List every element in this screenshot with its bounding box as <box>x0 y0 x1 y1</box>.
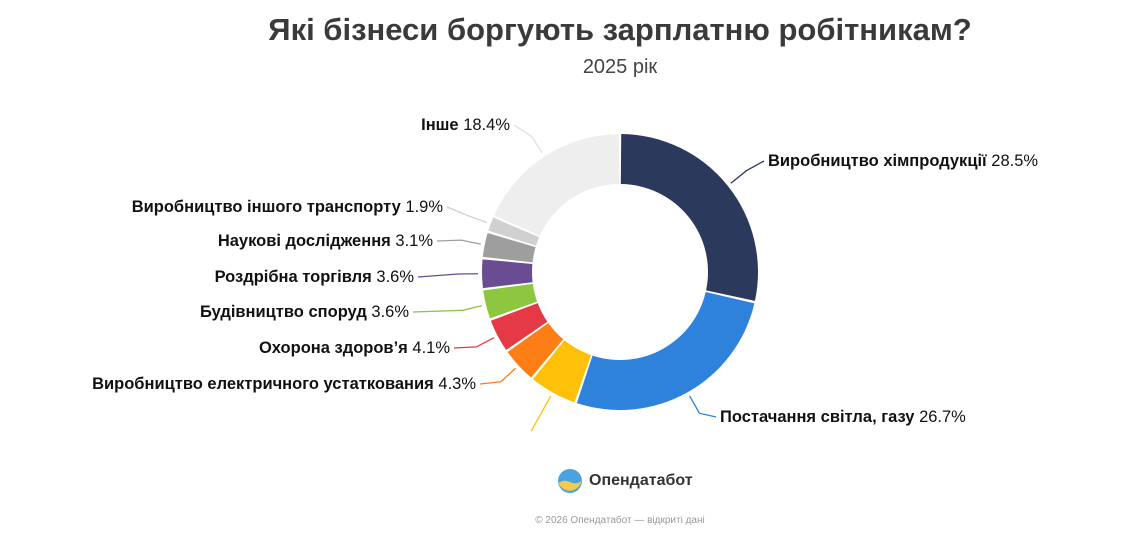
slice-label: Роздрібна торгівля 3.6% <box>215 268 415 286</box>
slice-label-name: Охорона здоров’я <box>259 339 408 357</box>
slice-label-value: 4.3% <box>438 375 476 393</box>
slice-label: Виробництво електричного устаткования 4.… <box>92 375 476 393</box>
leader-line <box>730 160 765 184</box>
donut-slice <box>620 134 759 301</box>
slice-label-value: 26.7% <box>919 408 966 426</box>
slice-label: Виробництво хімпродукції 28.5% <box>768 152 1038 170</box>
donut-slice <box>490 303 548 350</box>
slice-label-name: Інше <box>421 116 458 134</box>
leader-line <box>513 124 543 154</box>
slice-label-name: Наукові дослідження <box>218 232 391 250</box>
leader-line <box>479 367 517 385</box>
donut-slice <box>494 134 620 236</box>
slice-label-value: 4.1% <box>412 339 450 357</box>
chart-subtitle: 2025 рік <box>582 56 658 78</box>
brand-name: Опендатабот <box>589 472 693 489</box>
leader-line <box>530 395 552 432</box>
slice-label-name: Роздрібна торгівля <box>215 268 372 286</box>
slice-label: Постачання світла, газу 26.7% <box>720 408 966 426</box>
leader-line <box>412 304 483 313</box>
slice-label-value: 3.6% <box>376 268 414 286</box>
donut-slice <box>482 233 536 263</box>
slice-label-name: Виробництво іншого транспорту <box>132 198 402 216</box>
donut-slice <box>483 283 538 319</box>
donut-slice <box>576 291 755 410</box>
slice-label-name: Виробництво хімпродукції <box>768 152 987 170</box>
leader-line <box>446 206 488 224</box>
donut-slice <box>532 340 592 403</box>
footer-credit: © 2026 Опендатабот — відкриті дані <box>535 515 705 526</box>
slice-label: Будівництво споруд 3.6% <box>200 303 409 321</box>
slice-label-value: 3.1% <box>395 232 433 250</box>
slice-label-name: Постачання світла, газу <box>720 408 915 426</box>
leader-line <box>417 273 479 278</box>
opendatabot-logo-icon <box>558 469 582 493</box>
chart-title: Які бізнеси боргують зарплатню робітника… <box>268 12 972 47</box>
leader-line <box>436 239 481 245</box>
donut-slice <box>507 323 564 378</box>
slice-label-name: Виробництво електричного устаткования <box>92 375 434 393</box>
donut-slice <box>482 259 533 289</box>
slice-label: Наукові дослідження 3.1% <box>218 232 433 250</box>
slice-label-name: Будівництво споруд <box>200 303 367 321</box>
slice-label-value: 18.4% <box>463 116 510 134</box>
slice-label: Інше 18.4% <box>421 116 510 134</box>
slice-label: Охорона здоров’я 4.1% <box>259 339 450 357</box>
slice-label-value: 3.6% <box>371 303 409 321</box>
slice-label-value: 28.5% <box>991 152 1038 170</box>
brand-logo: Опендатабот <box>557 468 693 494</box>
leader-line <box>453 337 495 349</box>
leader-line <box>689 395 717 418</box>
slice-label-value: 1.9% <box>405 198 443 216</box>
slice-label: Виробництво іншого транспорту 1.9% <box>132 198 444 216</box>
donut-slice <box>488 217 540 246</box>
